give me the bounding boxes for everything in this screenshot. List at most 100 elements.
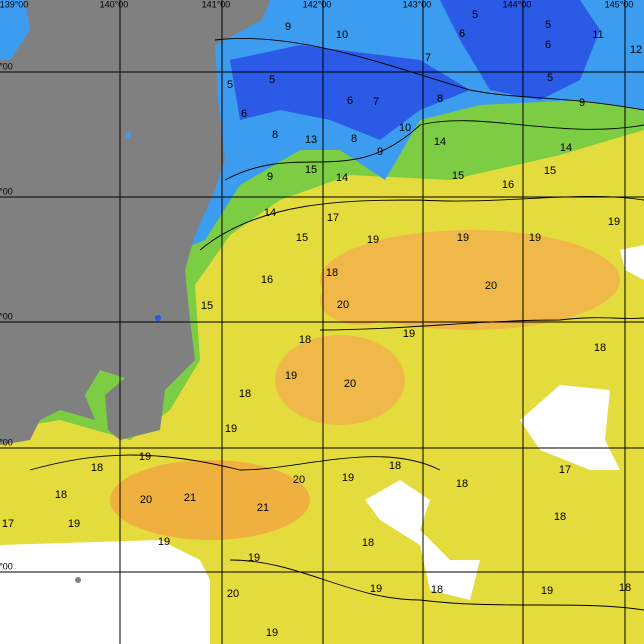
longitude-label: 139°00 (0, 0, 28, 9)
latitude-label: 35°00 (0, 437, 13, 447)
contour-label: 18 (326, 267, 338, 279)
contour-label: 19 (541, 585, 553, 597)
contour-label: 16 (261, 274, 273, 286)
cloud-mask (520, 385, 620, 470)
contour-label: 6 (459, 28, 465, 40)
contour-label: 18 (456, 478, 468, 490)
land (0, 0, 270, 445)
contour-label: 7 (425, 52, 431, 64)
contour-label: 20 (485, 280, 497, 292)
contour-label: 20 (293, 474, 305, 486)
contour-label: 5 (269, 74, 275, 86)
contour-label: 19 (342, 472, 354, 484)
contour-label: 11 (592, 29, 603, 41)
contour-line (229, 559, 644, 611)
contour-label: 19 (370, 583, 382, 595)
contour-line (224, 120, 644, 181)
contour-line (214, 37, 644, 111)
contour-label: 16 (502, 179, 514, 191)
latitude-label: 38°00 (0, 61, 13, 71)
contour-label: 18 (239, 388, 251, 400)
contour-label: 21 (257, 502, 269, 514)
contour-label: 19 (248, 552, 260, 564)
contour-label: 20 (337, 299, 349, 311)
contour-label: 9 (377, 146, 383, 158)
contour-label: 6 (545, 39, 551, 51)
contour-label: 20 (227, 588, 239, 600)
contour-line (29, 454, 441, 471)
cloud-mask (620, 245, 644, 280)
contour-label: 19 (158, 536, 170, 548)
contour-label: 14 (560, 142, 572, 154)
contour-label: 20 (140, 494, 152, 506)
warm-zone (110, 460, 310, 540)
contour-label: 19 (68, 518, 80, 530)
contour-label: 14 (336, 172, 348, 184)
contour-label: 18 (554, 511, 566, 523)
cloud-mask (0, 540, 210, 644)
longitude-label: 140°00 (100, 0, 129, 9)
contour-label: 6 (241, 108, 247, 120)
contour-label: 15 (452, 170, 464, 182)
contour-label: 5 (227, 79, 233, 91)
contour-label: 19 (403, 328, 415, 340)
contour-label: 12 (630, 44, 642, 56)
contour-label: 18 (431, 584, 443, 596)
contour-label: 19 (285, 370, 297, 382)
contour-label: 18 (299, 334, 311, 346)
contour-line (319, 317, 644, 331)
contour-label: 17 (327, 212, 339, 224)
contour-label: 19 (457, 232, 469, 244)
contour-label: 6 (347, 95, 353, 107)
contour-label: 18 (389, 460, 401, 472)
contour-label: 15 (201, 300, 213, 312)
lake (155, 315, 161, 321)
contour-label: 14 (264, 207, 276, 219)
contour-label: 18 (362, 537, 374, 549)
contour-label: 7 (373, 96, 379, 108)
contour-label: 10 (336, 29, 348, 41)
contour-label: 18 (594, 342, 606, 354)
contour-label: 10 (399, 122, 411, 134)
longitude-label: 145°00 (605, 0, 634, 9)
contour-label: 18 (91, 462, 103, 474)
contour-label: 14 (434, 136, 446, 148)
contour-label: 8 (272, 129, 278, 141)
contour-label: 8 (437, 93, 443, 105)
contour-label: 18 (55, 489, 67, 501)
longitude-label: 143°00 (403, 0, 432, 9)
latitude-label: 37°00 (0, 186, 13, 196)
deep-blue-zone (440, 0, 600, 100)
longitude-label: 144°00 (503, 0, 532, 9)
contour-label: 19 (367, 234, 379, 246)
contour-label: 19 (266, 627, 278, 639)
contour-label: 9 (579, 97, 585, 109)
contour-label: 5 (547, 72, 553, 84)
contour-label: 19 (225, 423, 237, 435)
contour-label: 15 (296, 232, 308, 244)
contour-label: 19 (139, 451, 151, 463)
contour-label: 19 (529, 232, 541, 244)
latitude-label: 36°00 (0, 311, 13, 321)
contour-label: 17 (2, 518, 14, 530)
contour-label: 8 (351, 133, 357, 145)
longitude-label: 141°00 (202, 0, 231, 9)
contour-label: 9 (285, 21, 291, 33)
contour-label: 18 (619, 582, 631, 594)
warm-zone (320, 275, 400, 325)
contour-label: 5 (472, 9, 478, 21)
contour-label: 15 (544, 165, 556, 177)
latitude-label: 34°00 (0, 561, 13, 571)
contour-label: 5 (545, 19, 551, 31)
contour-label: 21 (184, 492, 196, 504)
contour-label: 9 (267, 171, 273, 183)
blue-zone (0, 0, 30, 60)
contour-label: 13 (305, 134, 317, 146)
contour-label: 20 (344, 378, 356, 390)
island (75, 577, 81, 583)
deep-blue-zone (230, 45, 470, 140)
contour-label: 15 (305, 164, 317, 176)
